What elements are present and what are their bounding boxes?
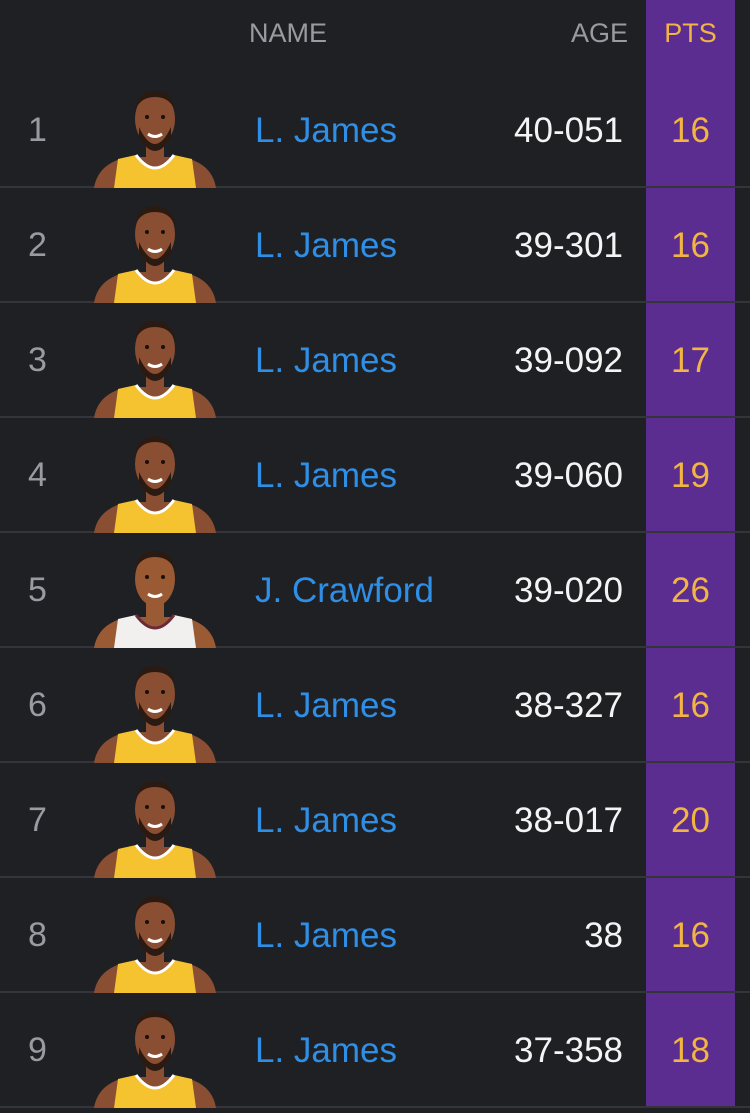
player-pts: 16 (671, 686, 710, 725)
player-pts: 17 (671, 341, 710, 380)
table-row[interactable]: 5 J. Crawford 39-020 26 (0, 533, 750, 648)
table-body: 1 L. James 40-051 16 2 L. James 39-301 1… (0, 73, 750, 1108)
player-name-link[interactable]: L. James (255, 916, 397, 955)
player-age: 39-092 (514, 341, 623, 380)
table-row[interactable]: 9 L. James 37-358 18 (0, 993, 750, 1108)
rank: 3 (28, 341, 47, 379)
player-name-link[interactable]: L. James (255, 226, 397, 265)
table-row[interactable]: 4 L. James 39-060 19 (0, 418, 750, 533)
player-name-link[interactable]: L. James (255, 1031, 397, 1070)
header-name[interactable]: NAME (249, 18, 328, 48)
player-avatar (92, 428, 218, 533)
player-pts: 26 (671, 571, 710, 610)
player-pts: 20 (671, 801, 710, 840)
table-row[interactable]: 1 L. James 40-051 16 (0, 73, 750, 188)
player-age: 38 (584, 916, 623, 955)
player-avatar (92, 313, 218, 418)
table-row[interactable]: 6 L. James 38-327 16 (0, 648, 750, 763)
table-header: NAME AGE PTS (0, 0, 750, 73)
player-name-link[interactable]: L. James (255, 341, 397, 380)
header-age[interactable]: AGE (570, 18, 628, 48)
player-age: 39-060 (514, 456, 623, 495)
player-name-link[interactable]: L. James (255, 686, 397, 725)
rank: 1 (28, 111, 47, 149)
rank: 4 (28, 456, 47, 494)
player-name-link[interactable]: L. James (255, 801, 397, 840)
player-age: 39-301 (514, 226, 623, 265)
rank: 9 (28, 1031, 47, 1069)
player-name-link[interactable]: L. James (255, 111, 397, 150)
table-row[interactable]: 7 L. James 38-017 20 (0, 763, 750, 878)
player-age: 37-358 (514, 1031, 623, 1070)
header-pts[interactable]: PTS (664, 18, 717, 48)
player-pts: 19 (671, 456, 710, 495)
player-age: 38-017 (514, 801, 623, 840)
table-row[interactable]: 2 L. James 39-301 16 (0, 188, 750, 303)
player-pts: 16 (671, 916, 710, 955)
player-avatar (92, 543, 218, 648)
player-avatar (92, 773, 218, 878)
table-row[interactable]: 3 L. James 39-092 17 (0, 303, 750, 418)
player-pts: 16 (671, 111, 710, 150)
rank: 6 (28, 686, 47, 724)
player-name-link[interactable]: J. Crawford (255, 571, 434, 610)
rank: 2 (28, 226, 47, 264)
player-avatar (92, 83, 218, 188)
player-pts: 16 (671, 226, 710, 265)
player-age: 40-051 (514, 111, 623, 150)
player-name-link[interactable]: L. James (255, 456, 397, 495)
player-age: 39-020 (514, 571, 623, 610)
player-age: 38-327 (514, 686, 623, 725)
rank: 5 (28, 571, 47, 609)
rank: 8 (28, 916, 47, 954)
player-avatar (92, 658, 218, 763)
table-row[interactable]: 8 L. James 38 16 (0, 878, 750, 993)
rank: 7 (28, 801, 47, 839)
player-avatar (92, 1003, 218, 1108)
player-pts: 18 (671, 1031, 710, 1070)
player-avatar (92, 198, 218, 303)
player-avatar (92, 888, 218, 993)
pts-column-highlight (646, 0, 735, 1107)
